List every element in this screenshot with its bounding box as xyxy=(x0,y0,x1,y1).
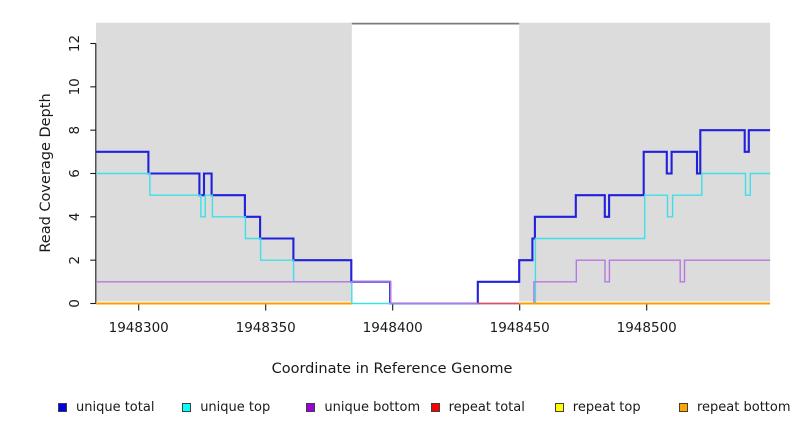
legend: unique total unique top unique bottom repea… xyxy=(0,398,792,420)
legend-item-unique-bottom: unique bottom xyxy=(306,398,420,416)
y-tick-label: 4 xyxy=(67,213,83,222)
series-line-unique-total xyxy=(96,129,771,305)
legend-swatch-icon xyxy=(306,402,316,412)
legend-swatch-icon xyxy=(554,402,564,412)
x-tick-label: 1948450 xyxy=(490,320,550,336)
x-tick-label: 1948350 xyxy=(236,320,296,336)
legend-item-repeat-top: repeat top xyxy=(554,398,641,416)
y-tick-label: 12 xyxy=(67,35,83,52)
series-line-unique-top xyxy=(96,172,771,305)
series-line-unique-bottom xyxy=(96,259,771,305)
legend-swatch-icon xyxy=(679,402,688,412)
y-axis-label: Read Coverage Depth xyxy=(38,93,54,253)
x-axis-label: Coordinate in Reference Genome xyxy=(271,361,513,377)
x-tick-label: 1948500 xyxy=(617,320,677,336)
legend-item-unique-top: unique top xyxy=(182,398,270,416)
legend-label: repeat total xyxy=(448,399,525,415)
y-tick-label: 10 xyxy=(67,78,83,95)
legend-swatch-icon xyxy=(58,402,67,412)
legend-label: unique bottom xyxy=(324,399,421,415)
y-tick-label: 2 xyxy=(67,256,83,265)
legend-label: unique total xyxy=(76,399,155,415)
legend-swatch-icon xyxy=(430,402,440,412)
legend-item-repeat-bottom: repeat bottom xyxy=(679,398,791,416)
legend-item-unique-total: unique total xyxy=(58,398,154,416)
y-tick-label: 0 xyxy=(67,299,83,308)
x-tick-label: 1948300 xyxy=(109,320,169,336)
legend-label: repeat bottom xyxy=(697,399,791,415)
legend-label: repeat top xyxy=(572,399,641,415)
y-tick-label: 8 xyxy=(67,126,83,135)
x-tick-label: 1948400 xyxy=(363,320,423,336)
y-tick-label: 6 xyxy=(67,169,83,178)
shaded-repeat-region xyxy=(96,22,352,302)
legend-swatch-icon xyxy=(182,402,192,412)
legend-label: unique top xyxy=(200,399,271,415)
legend-item-repeat-total: repeat total xyxy=(430,398,525,416)
